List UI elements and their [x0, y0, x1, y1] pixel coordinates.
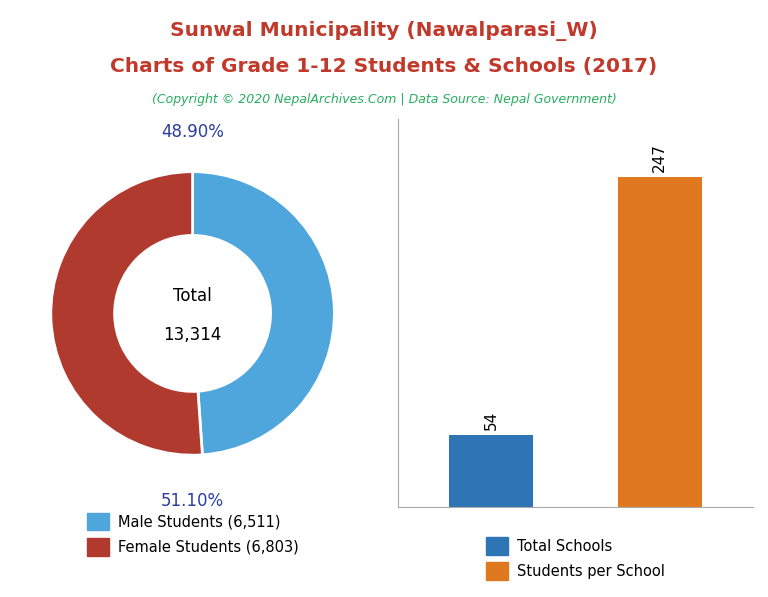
- Bar: [449, 435, 533, 507]
- Text: 51.10%: 51.10%: [161, 491, 224, 510]
- Text: 13,314: 13,314: [164, 326, 222, 344]
- Wedge shape: [193, 172, 334, 455]
- Text: 247: 247: [652, 143, 667, 171]
- Text: Total: Total: [174, 287, 212, 306]
- Legend: Male Students (6,511), Female Students (6,803): Male Students (6,511), Female Students (…: [81, 507, 304, 561]
- Bar: [617, 177, 702, 507]
- Text: Charts of Grade 1-12 Students & Schools (2017): Charts of Grade 1-12 Students & Schools …: [111, 57, 657, 76]
- Text: Sunwal Municipality (Nawalparasi_W): Sunwal Municipality (Nawalparasi_W): [170, 21, 598, 41]
- Text: 54: 54: [484, 411, 498, 430]
- Text: (Copyright © 2020 NepalArchives.Com | Data Source: Nepal Government): (Copyright © 2020 NepalArchives.Com | Da…: [151, 93, 617, 106]
- Legend: Total Schools, Students per School: Total Schools, Students per School: [480, 531, 670, 586]
- Text: 48.90%: 48.90%: [161, 123, 224, 141]
- Wedge shape: [51, 172, 203, 455]
